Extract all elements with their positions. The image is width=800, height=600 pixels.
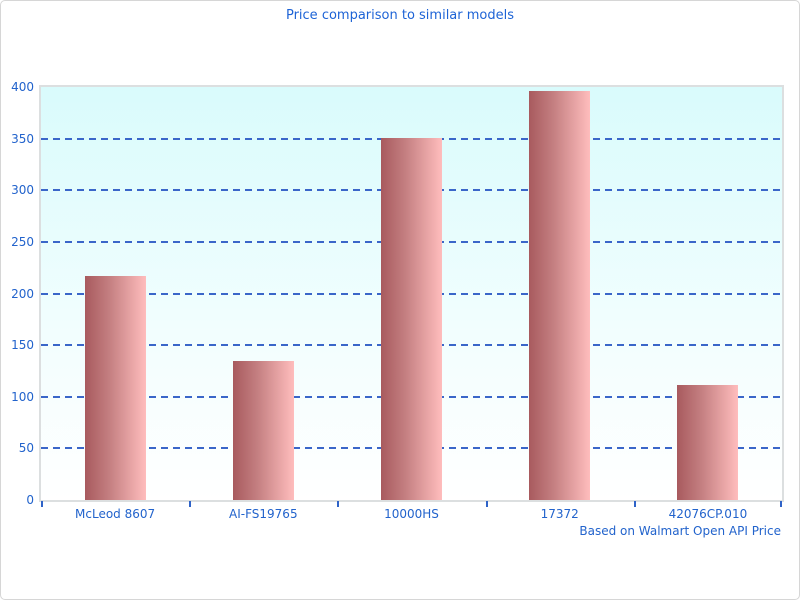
x-axis-tick-4 <box>633 501 636 507</box>
bar-10000hs <box>381 137 442 500</box>
y-axis-label-200: 200 <box>11 286 34 301</box>
y-axis-label-300: 300 <box>11 183 34 198</box>
y-axis-label-100: 100 <box>11 389 34 404</box>
y-axis-label-150: 150 <box>11 338 34 353</box>
plot-area <box>41 87 782 500</box>
x-axis-tick-2 <box>337 501 340 507</box>
x-axis-label-42076cp-010: 42076CP.010 <box>668 507 748 521</box>
bar-42076cp-010 <box>677 385 739 500</box>
y-axis-label-0: 0 <box>26 493 34 507</box>
bar-ai-fs19765 <box>232 360 294 500</box>
bar-mcleod-8607 <box>84 275 146 500</box>
bar-17372 <box>529 91 591 500</box>
x-axis-label-ai-fs19765: AI-FS19765 <box>229 507 298 521</box>
chart-title: Price comparison to similar models <box>285 8 515 23</box>
y-axis-label-250: 250 <box>11 234 34 249</box>
y-axis-label-350: 350 <box>11 131 34 146</box>
x-axis-label-17372: 17372 <box>540 507 579 521</box>
x-axis-label-mcleod-8607: McLeod 8607 <box>75 507 156 521</box>
x-axis-tick-1 <box>189 501 192 507</box>
x-axis-tick-5 <box>780 501 782 507</box>
y-axis-label-400: 400 <box>11 80 34 94</box>
x-axis-tick-3 <box>485 501 488 507</box>
chart-footnote: Based on Walmart Open API Price <box>579 524 781 538</box>
x-axis-tick-0 <box>41 501 43 507</box>
x-axis-label-10000hs: 10000HS <box>384 507 439 521</box>
y-axis-label-50: 50 <box>18 441 34 456</box>
